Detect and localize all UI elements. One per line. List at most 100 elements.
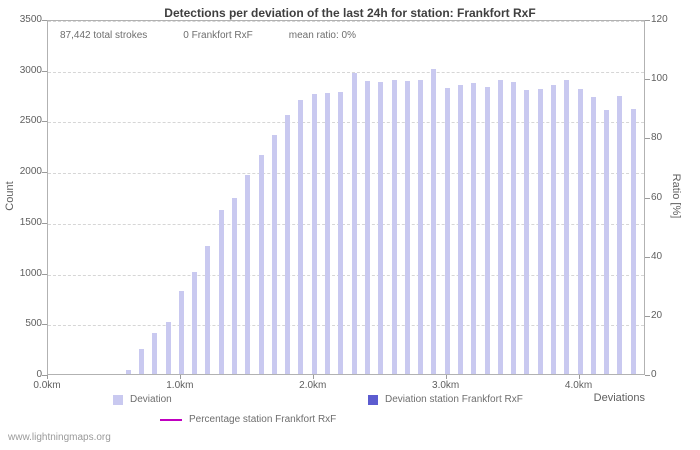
deviation-bar xyxy=(391,79,397,374)
chart-title: Detections per deviation of the last 24h… xyxy=(164,6,536,20)
watermark: www.lightningmaps.org xyxy=(8,432,111,443)
deviation-bar xyxy=(139,348,145,374)
y-tick-label-left: 3000 xyxy=(19,64,42,76)
deviation-bar xyxy=(524,90,530,374)
y-tick-label-left: 3500 xyxy=(19,14,42,25)
x-tick-mark xyxy=(578,375,580,379)
deviation-bar xyxy=(271,134,277,374)
deviation-bar xyxy=(364,80,370,374)
gridline xyxy=(48,21,644,22)
y-tick-mark-left xyxy=(42,20,47,21)
deviation-bar xyxy=(285,115,291,374)
y-tick-label-right: 120 xyxy=(651,14,668,25)
gridline xyxy=(48,173,644,175)
deviation-bar xyxy=(537,89,543,374)
y-tick-mark-right xyxy=(645,315,650,317)
annotations-row: 87,442 total strokes 0 Frankfort RxF mea… xyxy=(60,30,356,41)
deviation-bar xyxy=(418,79,424,374)
legend-item-deviation: Deviation xyxy=(113,394,172,405)
station-strokes-text: 0 Frankfort RxF xyxy=(183,30,253,41)
deviation-bar xyxy=(564,79,570,374)
deviation-bar xyxy=(218,209,224,374)
deviation-bar xyxy=(311,94,317,374)
gridline xyxy=(48,223,644,225)
x-tick-label: 4.0km xyxy=(564,380,593,391)
deviation-bar xyxy=(245,175,251,374)
deviation-bar xyxy=(152,333,158,374)
deviation-bar xyxy=(338,92,344,374)
y-tick-mark-left xyxy=(42,172,47,174)
legend-item-deviation-station: Deviation station Frankfort RxF xyxy=(368,394,523,405)
x-tick-label: 3.0km xyxy=(432,380,460,391)
deviation-bar xyxy=(484,86,490,374)
legend-label-deviation-station: Deviation station Frankfort RxF xyxy=(385,394,523,405)
gridline xyxy=(48,71,644,73)
deviation-bar xyxy=(577,89,583,374)
deviation-bar xyxy=(630,109,636,374)
y-tick-mark-left xyxy=(42,273,47,275)
deviation-bar xyxy=(165,322,171,374)
gridline xyxy=(48,122,644,124)
deviation-bar xyxy=(511,81,517,374)
legend-label-deviation: Deviation xyxy=(130,394,172,405)
x-tick-mark xyxy=(445,375,447,379)
deviation-bar xyxy=(232,197,238,374)
y-tick-mark-left xyxy=(42,375,47,376)
deviation-bar xyxy=(497,79,503,374)
deviation-bar xyxy=(444,87,450,374)
deviation-bar xyxy=(604,110,610,374)
y-tick-label-left: 500 xyxy=(25,318,42,330)
y-tick-mark-right xyxy=(645,20,650,21)
deviation-bar xyxy=(298,100,304,374)
mean-ratio-text: mean ratio: 0% xyxy=(288,30,357,41)
legend-swatch-deviation xyxy=(113,394,123,405)
deviation-bar xyxy=(125,369,131,374)
y-tick-label-right: 0 xyxy=(651,369,657,380)
y-tick-mark-left xyxy=(42,222,47,224)
deviation-bar xyxy=(325,93,331,374)
y-tick-label-left: 1500 xyxy=(19,216,42,228)
legend-swatch-deviation-station xyxy=(368,394,378,405)
x-tick-mark xyxy=(179,375,181,379)
y-tick-label-right: 60 xyxy=(651,191,663,203)
deviation-bar xyxy=(431,68,437,374)
y-tick-mark-right xyxy=(645,197,650,199)
y-tick-mark-left xyxy=(42,121,47,123)
y-tick-label-right: 40 xyxy=(651,250,663,262)
y-tick-mark-left xyxy=(42,70,47,72)
y-tick-label-left: 0 xyxy=(36,369,42,380)
y-tick-label-right: 20 xyxy=(651,309,663,321)
deviation-bar xyxy=(404,80,410,374)
y-tick-label-left: 2000 xyxy=(19,166,42,178)
legend-label-percentage-station: Percentage station Frankfort RxF xyxy=(189,414,337,425)
deviation-bar xyxy=(258,154,264,374)
gridline xyxy=(48,325,644,327)
y-tick-label-left: 2500 xyxy=(19,115,42,127)
x-tick-label: 1.0km xyxy=(166,380,194,391)
deviation-bar xyxy=(351,72,357,374)
y-tick-label-left: 1000 xyxy=(19,267,42,279)
x-tick-label: 2.0km xyxy=(299,380,327,391)
y-tick-mark-right xyxy=(645,79,650,81)
deviation-bar xyxy=(457,84,463,374)
deviation-bar xyxy=(617,96,623,374)
deviation-bar xyxy=(178,290,184,374)
deviation-bar xyxy=(471,82,477,374)
deviation-bar xyxy=(192,271,198,374)
legend-item-percentage-station: Percentage station Frankfort RxF xyxy=(160,414,336,425)
y-tick-mark-left xyxy=(42,324,47,326)
y-tick-mark-right xyxy=(645,138,650,140)
deviation-bar xyxy=(550,84,556,374)
deviation-bar xyxy=(378,81,384,374)
x-tick-label: 0.0km xyxy=(33,380,61,391)
gridline xyxy=(48,274,644,276)
y-tick-mark-right xyxy=(645,256,650,258)
x-tick-mark xyxy=(312,375,314,379)
y-tick-label-right: 100 xyxy=(651,73,668,85)
total-strokes-text: 87,442 total strokes xyxy=(60,30,148,41)
y-tick-label-right: 80 xyxy=(651,132,663,144)
legend-line-percentage xyxy=(160,418,182,421)
deviation-bar xyxy=(590,97,596,374)
y-tick-mark-right xyxy=(645,375,650,376)
